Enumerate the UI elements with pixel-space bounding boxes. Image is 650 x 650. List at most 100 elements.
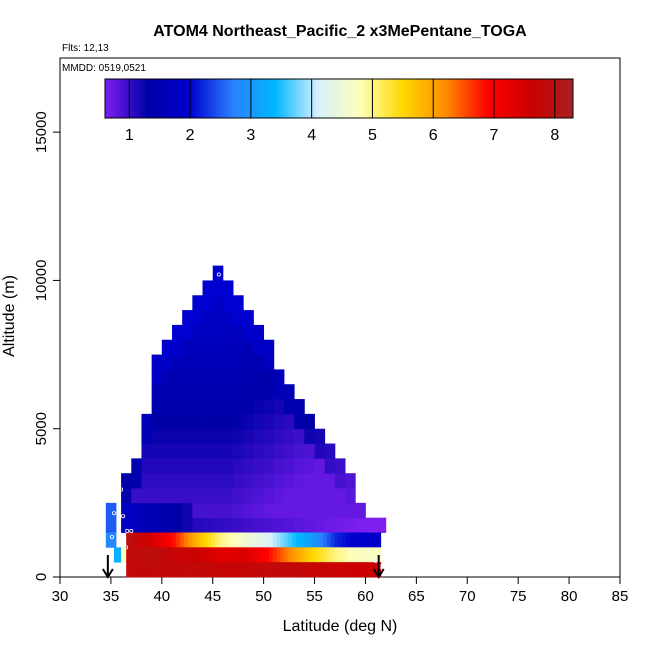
colorbar: 1 2 3 4 5 6 7 8	[104, 78, 574, 144]
heatmap-cell	[202, 369, 214, 385]
heatmap-cell	[151, 473, 163, 489]
heatmap-cell	[338, 532, 343, 548]
heatmap-cell	[202, 517, 214, 533]
heatmap-cell	[241, 532, 247, 548]
heatmap-cell	[361, 562, 366, 578]
flight-arrow-head	[372, 568, 385, 579]
heatmap-cell	[243, 324, 254, 341]
heatmap-cell	[222, 295, 234, 311]
y-tick-label: 10000	[33, 260, 50, 302]
colorbar-ticks: 1 2 3 4 5 6 7 8	[125, 79, 559, 144]
heatmap-cell	[284, 428, 295, 444]
heatmap-cell	[212, 517, 224, 533]
heatmap-cell	[330, 562, 335, 578]
heatmap-cell	[145, 532, 150, 548]
heatmap-cell	[195, 532, 200, 548]
heatmap-cell	[192, 369, 203, 385]
heatmap-cell	[176, 532, 181, 548]
heatmap-cell	[222, 532, 227, 548]
heatmap-cell	[192, 324, 203, 341]
heatmap-cell	[365, 547, 370, 563]
heatmap-cell	[324, 458, 336, 474]
heatmap-cell	[253, 458, 265, 474]
heatmap-cell	[192, 502, 203, 519]
heatmap-cell	[145, 562, 150, 578]
heatmap-cell	[334, 488, 346, 504]
heatmap-cell	[346, 562, 351, 578]
heatmap-cell	[295, 532, 301, 548]
heatmap-cell	[243, 502, 254, 519]
heatmap-cell	[238, 532, 243, 548]
heatmap-cell	[212, 473, 224, 489]
heatmap-cell	[191, 562, 197, 578]
heatmap-cell	[161, 488, 173, 504]
heatmap-cell	[230, 562, 235, 578]
heatmap-cell	[272, 562, 277, 578]
heatmap-cell	[273, 428, 285, 444]
heatmap-cell	[268, 562, 274, 578]
x-tick-label: 65	[408, 588, 425, 605]
heatmap-cell	[211, 562, 216, 578]
heatmap-cell	[202, 473, 214, 489]
colorbar-tick-label: 1	[125, 127, 134, 144]
heatmap-cell	[326, 532, 331, 548]
heatmap-cell	[199, 547, 204, 563]
heatmap-cell	[160, 532, 166, 548]
heatmap-cell	[141, 547, 146, 563]
heatmap-cell	[195, 562, 200, 578]
heatmap-cell	[182, 324, 193, 341]
heatmap-cell	[253, 339, 265, 355]
heatmap-cell	[276, 547, 281, 563]
heatmap-cell	[253, 384, 265, 400]
heatmap-cell	[349, 547, 355, 563]
heatmap-cell	[245, 547, 250, 563]
heatmap-cell	[199, 532, 204, 548]
heatmap-cell	[257, 562, 262, 578]
heatmap-cell	[373, 547, 378, 563]
heatmap-cell	[233, 413, 244, 430]
heatmap-cell	[160, 562, 166, 578]
heatmap-cell	[342, 562, 347, 578]
x-tick-label: 55	[306, 588, 323, 605]
x-axis: 30 35 40 45 50 55 60 65 70 75 80 85	[52, 577, 628, 605]
heatmap-cell	[137, 532, 143, 548]
heatmap-cell	[176, 562, 181, 578]
heatmap-cell	[233, 458, 244, 474]
heatmap-cell	[133, 547, 139, 563]
heatmap-cell	[151, 517, 163, 533]
x-tick-label: 75	[510, 588, 527, 605]
heatmap-cell	[141, 488, 153, 504]
heatmap-cell	[253, 488, 265, 504]
heatmap-cell	[253, 354, 265, 370]
heatmap-cell	[294, 488, 305, 504]
heatmap-cell	[253, 547, 258, 563]
heatmap-cell	[130, 532, 135, 548]
heatmap-cell	[214, 532, 220, 548]
heatmap-cell	[272, 532, 277, 548]
heatmap-cell	[357, 562, 362, 578]
heatmap-cell	[273, 517, 285, 533]
heatmap-cell	[355, 517, 366, 533]
heatmap-cell	[311, 547, 316, 563]
heatmap-cell	[149, 547, 154, 563]
heatmap-cell	[192, 428, 203, 444]
x-tick-label: 40	[153, 588, 170, 605]
heatmap-cell	[161, 369, 173, 385]
x-tick-label: 50	[255, 588, 272, 605]
heatmap-cell	[304, 458, 315, 474]
heatmap-cell	[207, 532, 212, 548]
heatmap-cell	[222, 413, 234, 430]
heatmap-cell	[192, 517, 203, 533]
heatmap-cell	[222, 517, 234, 533]
heatmap-cell	[192, 443, 203, 459]
heatmap-cell	[207, 562, 212, 578]
heatmap-cell	[222, 384, 234, 400]
heatmap-cell	[311, 562, 316, 578]
heatmap-cell	[249, 562, 254, 578]
heatmap-cell	[273, 473, 285, 489]
heatmap-cell	[243, 399, 254, 415]
heatmap-cell	[176, 547, 181, 563]
y-tick-label: 0	[33, 573, 50, 581]
heatmap-cell	[182, 428, 193, 444]
